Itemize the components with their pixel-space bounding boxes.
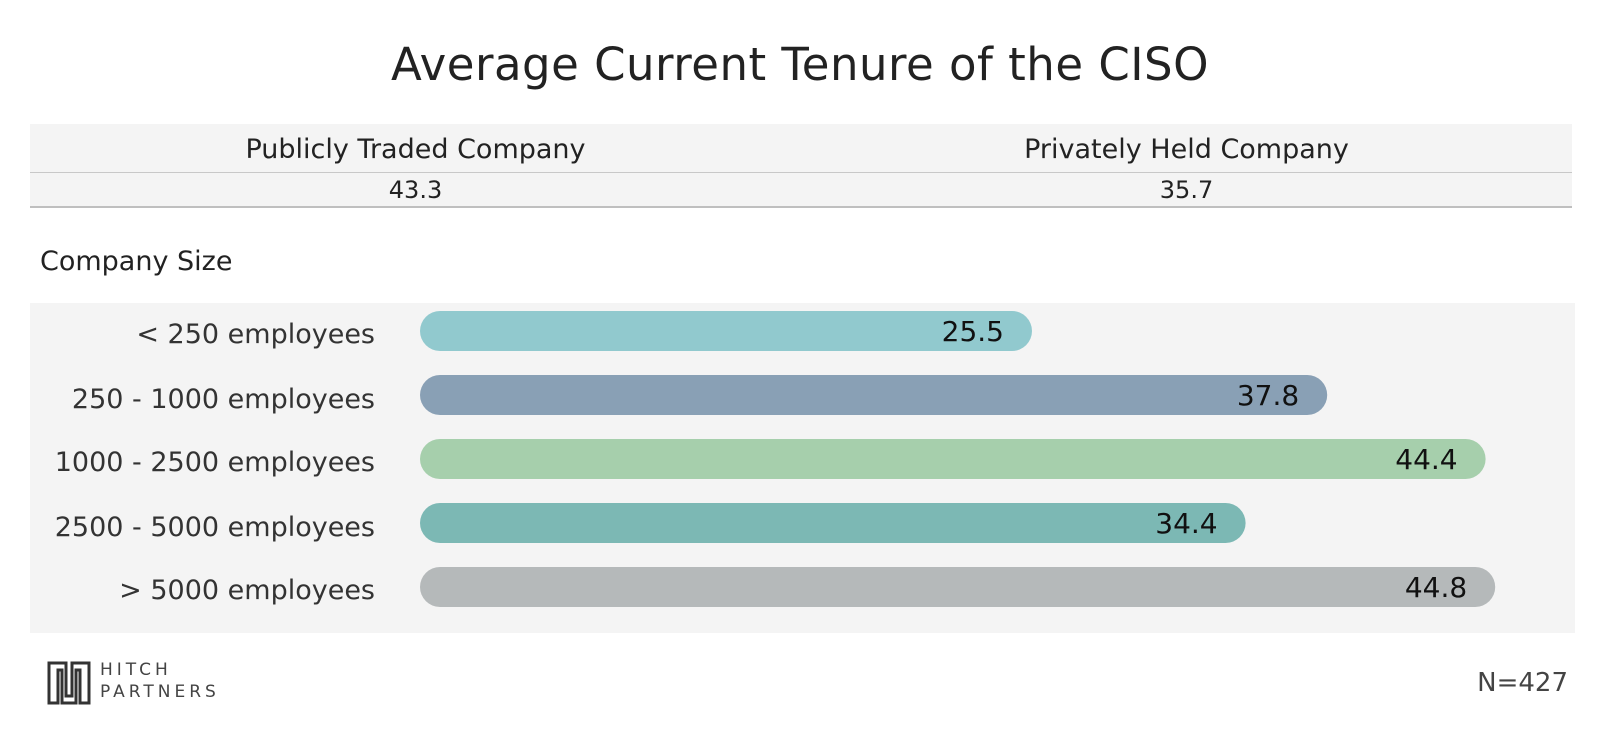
category-label-panel: < 250 employees 250 - 1000 employees 100…	[30, 303, 375, 633]
logo-mark-icon	[47, 661, 91, 705]
logo-text-line1: HITCH	[100, 660, 172, 680]
bar-value-label: 34.4	[1155, 507, 1217, 540]
bar	[420, 439, 1486, 479]
summary-value-private: 35.7	[1159, 176, 1214, 204]
summary-header-private: Privately Held Company	[1024, 134, 1349, 165]
sample-size: N=427	[1477, 668, 1568, 698]
category-label: < 250 employees	[136, 319, 375, 350]
bar-value-label: 37.8	[1237, 379, 1299, 412]
category-label: 1000 - 2500 employees	[54, 447, 375, 478]
summary-column-public: Publicly Traded Company 43.3	[30, 124, 801, 206]
bar	[420, 567, 1496, 607]
summary-header-public: Publicly Traded Company	[245, 134, 586, 165]
logo-text-line2: PARTNERS	[100, 682, 220, 702]
category-label: > 5000 employees	[119, 575, 375, 606]
summary-value-public: 43.3	[388, 176, 443, 204]
bar	[420, 311, 1032, 351]
section-label: Company Size	[40, 246, 233, 277]
hitch-partners-logo: HITCH PARTNERS	[46, 660, 226, 706]
chart-title: Average Current Tenure of the CISO	[391, 38, 1209, 91]
bar-value-label: 25.5	[942, 315, 1004, 348]
category-label: 250 - 1000 employees	[71, 384, 375, 415]
bar	[420, 503, 1246, 543]
summary-table: Publicly Traded Company 43.3 Privately H…	[30, 124, 1572, 208]
summary-bottom-rule	[30, 206, 1572, 208]
summary-divider	[30, 172, 1572, 173]
bar	[420, 375, 1328, 415]
bar-value-label: 44.8	[1405, 571, 1467, 604]
summary-column-private: Privately Held Company 35.7	[801, 124, 1572, 206]
category-label: 2500 - 5000 employees	[54, 512, 375, 543]
bar-value-label: 44.4	[1395, 443, 1457, 476]
